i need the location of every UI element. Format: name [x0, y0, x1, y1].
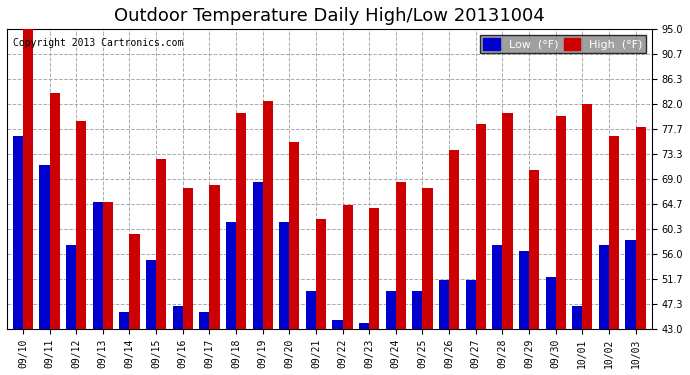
Bar — [439, 280, 449, 375]
Bar — [449, 150, 460, 375]
Bar — [546, 277, 555, 375]
Bar — [476, 124, 486, 375]
Bar — [253, 182, 263, 375]
Bar — [369, 208, 380, 375]
Bar — [572, 306, 582, 375]
Bar — [146, 260, 156, 375]
Bar — [422, 188, 433, 375]
Bar — [386, 291, 396, 375]
Bar — [396, 182, 406, 375]
Bar — [582, 104, 593, 375]
Bar — [66, 245, 76, 375]
Bar — [50, 93, 60, 375]
Bar — [635, 127, 646, 375]
Bar — [519, 251, 529, 375]
Bar — [466, 280, 476, 375]
Bar — [316, 219, 326, 375]
Bar — [39, 165, 50, 375]
Bar — [103, 202, 113, 375]
Bar — [342, 205, 353, 375]
Bar — [92, 202, 103, 375]
Legend: Low  (°F), High  (°F): Low (°F), High (°F) — [480, 35, 646, 53]
Bar — [119, 312, 130, 375]
Bar — [226, 222, 236, 375]
Bar — [625, 240, 635, 375]
Title: Outdoor Temperature Daily High/Low 20131004: Outdoor Temperature Daily High/Low 20131… — [114, 7, 544, 25]
Bar — [209, 185, 219, 375]
Bar — [23, 29, 33, 375]
Bar — [76, 122, 86, 375]
Bar — [529, 171, 539, 375]
Bar — [492, 245, 502, 375]
Bar — [289, 142, 299, 375]
Bar — [279, 222, 289, 375]
Bar — [333, 320, 342, 375]
Bar — [13, 136, 23, 375]
Bar — [599, 245, 609, 375]
Bar — [263, 101, 273, 375]
Bar — [609, 136, 619, 375]
Bar — [359, 323, 369, 375]
Bar — [306, 291, 316, 375]
Bar — [555, 116, 566, 375]
Bar — [502, 113, 513, 375]
Bar — [183, 188, 193, 375]
Bar — [172, 306, 183, 375]
Bar — [199, 312, 209, 375]
Text: Copyright 2013 Cartronics.com: Copyright 2013 Cartronics.com — [13, 38, 184, 48]
Bar — [413, 291, 422, 375]
Bar — [236, 113, 246, 375]
Bar — [156, 159, 166, 375]
Bar — [130, 234, 139, 375]
